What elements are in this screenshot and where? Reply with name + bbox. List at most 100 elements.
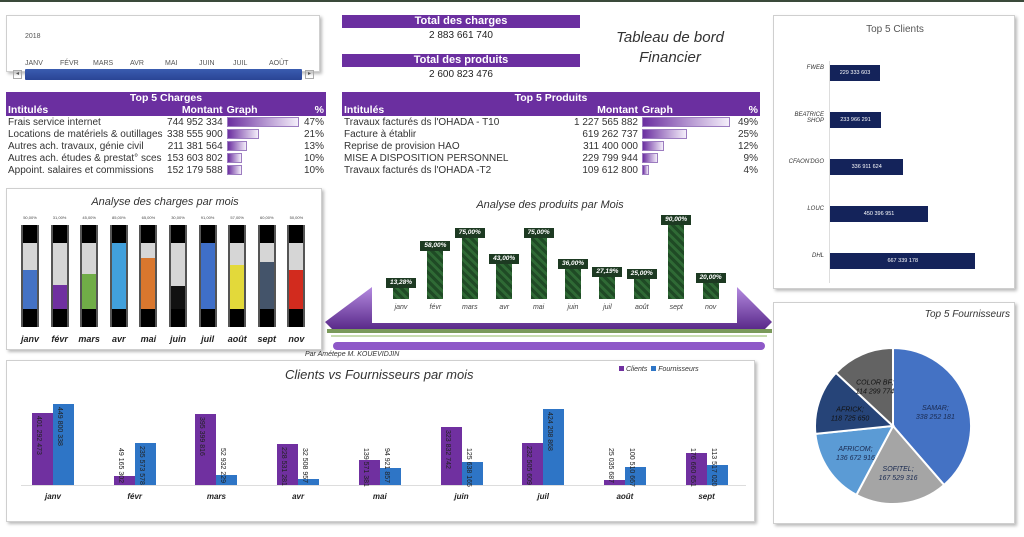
share-bar xyxy=(226,117,299,127)
charges-bar-janv xyxy=(23,270,37,309)
pie-chart: SAMAR; 338 252 181 SOFITEL; 167 529 316 AFRI… xyxy=(814,346,972,505)
top-fournisseurs-chart: Top 5 Fournisseurs SAMAR; 338 252 181 SOFI… xyxy=(773,302,1015,524)
charges-bar-juil xyxy=(200,243,215,309)
pie-slice-africk xyxy=(814,371,896,436)
produits-bar-mars xyxy=(461,237,478,299)
pie-slice-samar xyxy=(892,346,972,487)
tube-cap-bottom xyxy=(171,309,185,327)
legend-clients-swatch xyxy=(619,366,624,371)
produits-month-label: août xyxy=(634,304,649,311)
row-amount: 153 603 802 xyxy=(167,152,223,164)
row-amount: 744 952 334 xyxy=(167,116,223,128)
row-pct: 25% xyxy=(737,128,758,140)
tube-cap-top xyxy=(23,225,37,243)
charges-value-label: 85,00% xyxy=(112,215,126,220)
cf-bar-clients-févr xyxy=(113,476,135,485)
produits-value-label: 36,00% xyxy=(558,259,588,270)
cf-value-label: 323 832 742 xyxy=(443,429,451,469)
charges-chart-title: Analyse des charges par mois xyxy=(91,196,239,208)
client-name: LOUC xyxy=(807,206,824,212)
row-label: Autres ach. études & prestat° sces xyxy=(8,152,162,164)
cf-month-label: févr xyxy=(127,492,143,501)
table-row: Travaux facturés ds l'OHADA - T10 1 227 5… xyxy=(342,116,760,128)
row-amount: 1 227 565 882 xyxy=(574,116,638,128)
row-graph xyxy=(225,140,302,152)
produits-month-label: sept xyxy=(669,304,683,311)
table-row: Autres ach. travaux, génie civil 211 381 … xyxy=(6,140,326,152)
row-graph xyxy=(225,164,302,176)
produits-month-label: avr xyxy=(499,304,510,311)
cf-bar-fournisseurs-mai xyxy=(379,467,401,485)
column-header: Montant xyxy=(572,104,640,116)
produits-bar-mai xyxy=(530,237,547,299)
timeline-month-5[interactable]: JUIN xyxy=(199,60,215,67)
row-graph xyxy=(640,140,736,152)
produits-month-label: juil xyxy=(603,304,612,311)
cf-value-label: 228 531 281 xyxy=(280,446,288,486)
timeline-right-arrow[interactable]: ▸ xyxy=(305,70,314,79)
pie-label: 114 299 774 xyxy=(856,389,895,396)
produits-month-label: mai xyxy=(532,304,545,311)
tube-cap-top xyxy=(171,225,185,243)
timeline-month-2[interactable]: MARS xyxy=(93,60,114,67)
cf-month-label: mars xyxy=(206,492,226,501)
charges-tube-mars xyxy=(80,225,99,327)
table-row: Reprise de provision HAO 311 400 000 12% xyxy=(342,140,760,152)
cf-bar-clients-juil xyxy=(522,443,544,485)
produits-bar-avr xyxy=(496,263,513,299)
charges-chart: Analyse des charges par mois 50,00% janv 3… xyxy=(6,188,322,350)
charges-value-label: 45,00% xyxy=(82,215,96,220)
timeline-month-4[interactable]: MAI xyxy=(165,60,178,67)
top-charges-table: Top 5 Charges Intitulés Montant Graph% Frais… xyxy=(6,92,326,176)
produits-chart: Analyse des produits par Mois 13,28% janv… xyxy=(325,197,775,357)
cf-value-label: 125 638 165 xyxy=(464,448,472,487)
charges-value-label: 65,00% xyxy=(141,215,156,220)
row-amount: 619 262 737 xyxy=(582,128,638,140)
row-graph xyxy=(640,128,736,140)
tube-cap-bottom xyxy=(141,309,156,327)
charges-tube-avr xyxy=(109,225,128,327)
cf-bar-clients-mars xyxy=(195,413,217,485)
charges-value-label: 60,00% xyxy=(260,215,274,220)
row-pct: 49% xyxy=(737,116,758,128)
row-label: Facture à établir xyxy=(344,128,417,140)
top-clients-title: Top 5 Clients xyxy=(866,24,924,35)
charges-value-label: 31,00% xyxy=(52,215,67,220)
charges-value-label: 30,00% xyxy=(171,215,185,220)
total-produits: Total des produits 2 600 823 476 xyxy=(342,54,580,80)
timeline-slicer[interactable]: 2018 JANV FÉVR MARS AVR MAI JUIN JUIL AOÛT ◂ ▸ xyxy=(6,15,320,80)
share-bar xyxy=(226,141,247,151)
cf-month-label: sept xyxy=(698,492,715,501)
row-label: Reprise de provision HAO xyxy=(344,140,460,152)
table-row: MISE A DISPOSITION PERSONNEL 229 799 944 9… xyxy=(342,152,760,164)
cf-chart-title: Clients vs Fournisseurs par mois xyxy=(285,367,474,382)
timeline-month-3[interactable]: AVR xyxy=(130,60,144,67)
timeline-month-0[interactable]: JANV xyxy=(25,60,43,67)
tube-cap-bottom xyxy=(289,309,304,327)
charges-month-label: sept xyxy=(257,334,277,344)
produits-bar-nov xyxy=(702,282,719,299)
cf-month-label: avr xyxy=(292,492,305,501)
tube-cap-top xyxy=(111,225,126,243)
total-charges-label: Total des charges xyxy=(342,15,580,28)
tube-cap-top xyxy=(52,225,67,243)
tube-cap-top xyxy=(289,225,304,243)
column-header: Intitulés xyxy=(6,104,166,116)
cf-value-label: 176 660 651 xyxy=(688,448,696,487)
table-row: Facture à établir 619 262 737 25% xyxy=(342,128,760,140)
pie-slice-color-bf xyxy=(834,346,894,429)
row-graph xyxy=(225,152,302,164)
timeline-month-6[interactable]: JUIL xyxy=(233,60,248,67)
timeline-left-arrow[interactable]: ◂ xyxy=(13,70,22,79)
charges-bar-août xyxy=(230,264,245,309)
timeline-month-1[interactable]: FÉVR xyxy=(60,60,79,67)
table-row: Travaux facturés ds l'OHADA -T2 109 612 8… xyxy=(342,164,760,176)
charges-tube-nov xyxy=(287,225,306,327)
timeline-month-7[interactable]: AOÛT xyxy=(269,60,289,67)
produits-value-label: 43,00% xyxy=(489,253,520,264)
timeline-bar[interactable] xyxy=(25,69,302,80)
cf-value-label: 139 571 381 xyxy=(361,448,369,487)
share-bar xyxy=(641,141,664,151)
charges-month-label: juin xyxy=(170,334,186,344)
client-bar: 336 911 624 xyxy=(830,159,904,175)
